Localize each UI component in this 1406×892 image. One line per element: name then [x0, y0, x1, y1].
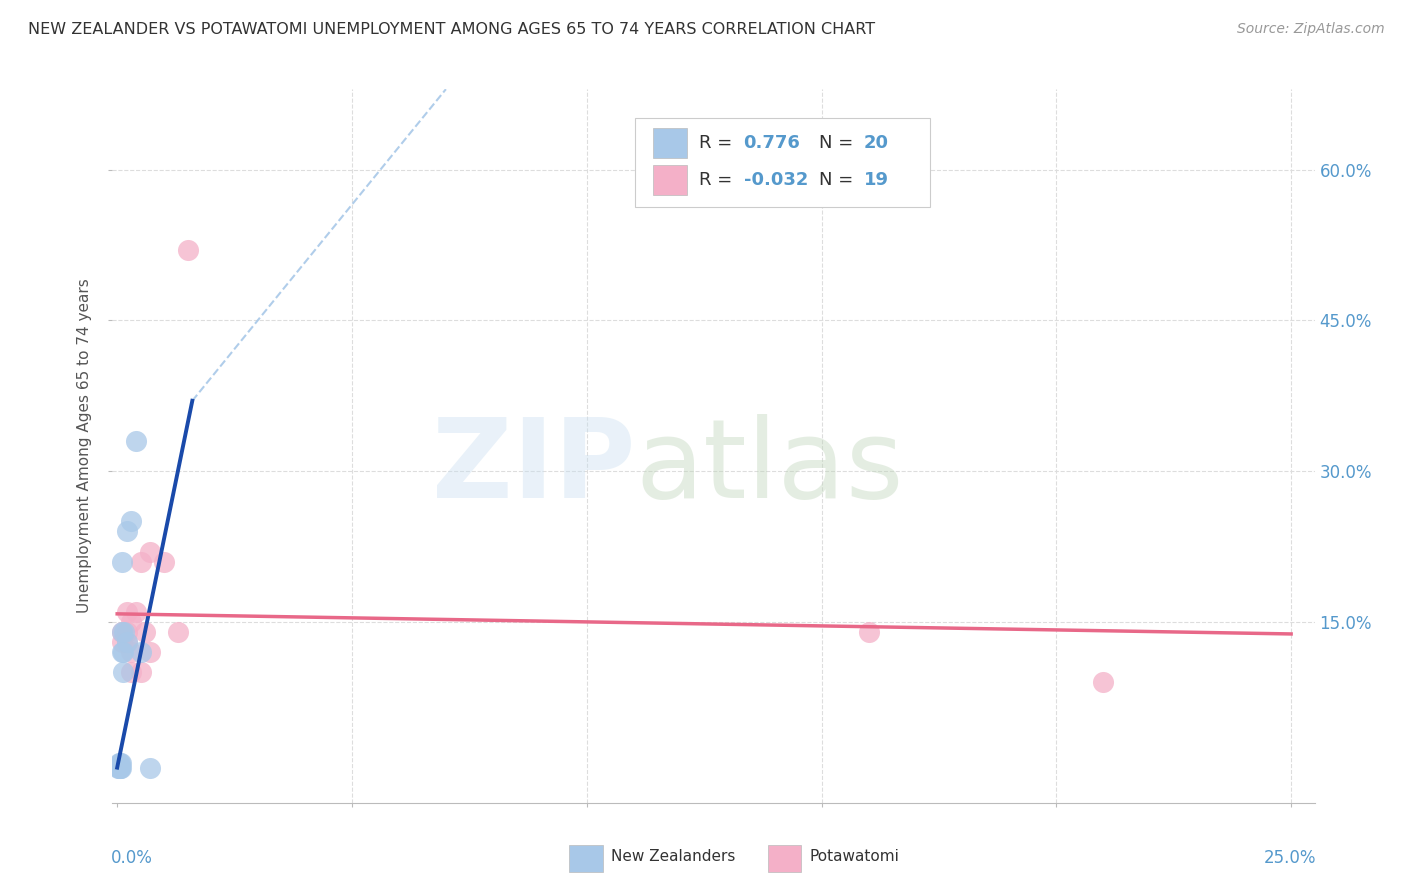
Point: [129, 645, 152, 659]
Point: [153, 555, 176, 569]
Point: [125, 605, 148, 619]
Point: [111, 624, 134, 639]
Point: [108, 761, 131, 775]
Text: N =: N =: [820, 134, 859, 152]
FancyBboxPatch shape: [768, 845, 801, 872]
Point: [129, 665, 152, 680]
Point: [110, 756, 132, 770]
Text: 20: 20: [863, 134, 889, 152]
Text: NEW ZEALANDER VS POTAWATOMI UNEMPLOYMENT AMONG AGES 65 TO 74 YEARS CORRELATION C: NEW ZEALANDER VS POTAWATOMI UNEMPLOYMENT…: [28, 22, 876, 37]
Point: [139, 761, 162, 775]
Text: R =: R =: [699, 171, 738, 189]
Text: Potawatomi: Potawatomi: [810, 849, 900, 863]
Point: [115, 635, 138, 649]
Point: [108, 761, 131, 775]
Point: [120, 615, 142, 629]
Point: [1092, 675, 1115, 690]
Y-axis label: Unemployment Among Ages 65 to 74 years: Unemployment Among Ages 65 to 74 years: [77, 278, 93, 614]
Point: [176, 243, 198, 257]
Point: [134, 624, 156, 639]
Point: [115, 624, 138, 639]
Point: [107, 756, 129, 770]
Point: [111, 645, 134, 659]
Text: -0.032: -0.032: [744, 171, 808, 189]
FancyBboxPatch shape: [654, 128, 688, 158]
Point: [125, 434, 148, 448]
FancyBboxPatch shape: [636, 118, 929, 207]
FancyBboxPatch shape: [569, 845, 603, 872]
FancyBboxPatch shape: [654, 165, 688, 194]
Text: ZIP: ZIP: [432, 414, 636, 521]
Point: [111, 665, 134, 680]
Point: [115, 524, 138, 539]
Point: [112, 624, 135, 639]
Point: [110, 761, 132, 775]
Point: [108, 761, 131, 775]
Text: 0.776: 0.776: [744, 134, 800, 152]
Point: [129, 555, 152, 569]
Point: [111, 555, 134, 569]
Point: [120, 515, 142, 529]
Text: Source: ZipAtlas.com: Source: ZipAtlas.com: [1237, 22, 1385, 37]
Point: [167, 624, 190, 639]
Point: [115, 605, 138, 619]
Point: [112, 645, 135, 659]
Text: New Zealanders: New Zealanders: [612, 849, 735, 863]
Point: [139, 544, 162, 558]
Point: [107, 761, 129, 775]
Point: [111, 635, 134, 649]
Point: [115, 635, 138, 649]
Text: N =: N =: [820, 171, 859, 189]
Point: [111, 624, 134, 639]
Text: atlas: atlas: [636, 414, 904, 521]
Point: [110, 756, 132, 770]
Text: 0.0%: 0.0%: [111, 849, 153, 867]
Text: R =: R =: [699, 134, 738, 152]
Point: [139, 645, 162, 659]
Text: 19: 19: [863, 171, 889, 189]
Point: [120, 665, 142, 680]
Point: [858, 624, 880, 639]
Text: 25.0%: 25.0%: [1264, 849, 1316, 867]
Point: [120, 645, 142, 659]
